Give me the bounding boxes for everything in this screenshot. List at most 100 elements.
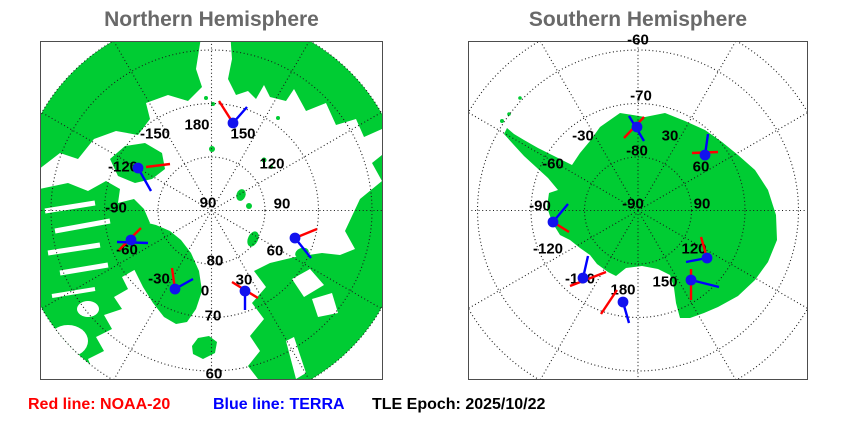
northern-hemisphere-title: Northern Hemisphere	[104, 8, 319, 31]
longitude-label: -150	[140, 126, 170, 143]
meridian-line	[211, 112, 382, 211]
longitude-label: 150	[652, 274, 677, 291]
latitude-circle	[103, 102, 320, 319]
land-svalbard-2	[246, 203, 252, 209]
longitude-label: 60	[693, 159, 710, 176]
water-channel-2	[54, 218, 111, 234]
water-baltic	[286, 337, 306, 379]
meridian-line	[637, 210, 737, 380]
water-barents-notch	[312, 293, 338, 317]
meridian-line	[637, 112, 808, 211]
land-eurasia-east	[228, 41, 383, 380]
water-channel-1	[44, 200, 96, 214]
satellite-marker-dot	[239, 285, 251, 297]
longitude-label: -120	[108, 159, 138, 176]
meridian-line	[113, 210, 212, 380]
latitude-circle	[157, 156, 266, 265]
noaa20-track-line	[600, 289, 618, 315]
meridian-line	[41, 210, 212, 309]
longitude-label: 30	[236, 272, 253, 289]
satellite-marker-dot	[547, 216, 559, 228]
land-antarctica	[504, 113, 777, 318]
meridian-line	[468, 210, 639, 309]
water-channel-4	[59, 262, 109, 276]
map-canvas: 0306090120150180-150-120-90-60-309080706…	[40, 41, 383, 383]
land-islet-3	[276, 116, 280, 120]
latitude-circle	[530, 102, 746, 319]
map-frame	[40, 41, 383, 380]
map-canvas: -30306090120150180-150-120-90-60-90-80-7…	[468, 32, 808, 380]
meridian-line	[637, 210, 808, 309]
satellite-marker-dot	[685, 274, 697, 286]
land-greenland	[124, 221, 202, 324]
meridian-line	[211, 210, 310, 380]
latitude-circle	[583, 156, 693, 265]
land-shetland-1	[500, 119, 504, 123]
longitude-label: 120	[681, 241, 706, 258]
land-franz-josef-1	[261, 157, 267, 163]
legend-terra: Blue line: TERRA	[213, 396, 345, 413]
longitude-label: -30	[572, 128, 594, 145]
southern-hemisphere-title: Southern Hemisphere	[528, 8, 748, 31]
legend-tle-epoch: TLE Epoch: 2025/10/22	[372, 396, 546, 413]
longitude-label: 150	[230, 126, 255, 143]
land-franz-josef-2	[269, 165, 273, 169]
latitude-label: 60	[206, 366, 223, 383]
satellite-marker-dot	[125, 234, 137, 246]
map-frame	[468, 41, 808, 380]
land-island-a	[247, 231, 259, 247]
meridian-line	[468, 112, 639, 211]
longitude-label: -60	[542, 156, 564, 173]
satellite-marker-dot	[227, 117, 239, 129]
longitude-label: 180	[610, 282, 635, 299]
longitude-label: 180	[184, 117, 209, 134]
satellite-marker-dot	[169, 283, 181, 295]
longitude-label: -30	[148, 271, 170, 288]
land-iceland	[192, 336, 217, 359]
southern-hemisphere-map: -30306090120150180-150-120-90-60-90-80-7…	[468, 32, 808, 380]
meridian-line	[211, 210, 382, 309]
longitude-label: 60	[267, 243, 284, 260]
latitude-label: 90	[200, 195, 217, 212]
water-channel-3	[47, 242, 101, 256]
satellite-marker-dot	[577, 272, 589, 284]
latitude-label: -90	[622, 196, 644, 213]
longitude-label: -90	[529, 198, 551, 215]
latitude-label: 70	[205, 308, 222, 325]
satellite-marker-dot	[701, 252, 713, 264]
latitude-label: -70	[630, 88, 652, 105]
satellite-marker-dot	[289, 232, 301, 244]
water-ob-gulf	[302, 167, 317, 193]
latitude-label: -80	[626, 143, 648, 160]
latitude-circle	[50, 49, 373, 372]
satellite-marker-dot	[631, 121, 643, 133]
meridian-line	[211, 41, 310, 211]
meridian-line	[539, 210, 639, 380]
satellite-marker-dot	[617, 296, 629, 308]
land-shetland-2	[507, 112, 511, 116]
longitude-label: 120	[259, 156, 284, 173]
latitude-label: -60	[627, 32, 649, 49]
land-svalbard-1	[236, 189, 246, 201]
longitude-label: 30	[662, 128, 679, 145]
longitude-label: -90	[105, 200, 127, 217]
longitude-label: 0	[201, 283, 209, 300]
longitude-label: 90	[694, 196, 711, 213]
satellite-marker-dot	[132, 162, 144, 174]
northern-hemisphere-map: 0 30 60 90 120 150 180 -150 -120 -90 -60 -30 90 80 70 6…	[40, 41, 383, 383]
satellite-marker-dot	[699, 149, 711, 161]
land-shetland-3	[518, 96, 522, 100]
noaa20-track-line	[145, 162, 171, 169]
land-islet-1	[204, 96, 208, 100]
meridian-line	[539, 41, 639, 211]
meridian-line	[113, 41, 212, 211]
latitude-circle	[476, 49, 800, 372]
meridian-line	[637, 41, 737, 211]
legend-noaa20: Red line: NOAA-20	[28, 396, 171, 413]
water-white-sea	[292, 269, 324, 297]
longitude-label: 90	[274, 196, 291, 213]
water-foxe-basin	[77, 301, 99, 317]
longitude-label: -120	[533, 241, 563, 258]
water-hudson-bay	[48, 325, 88, 357]
